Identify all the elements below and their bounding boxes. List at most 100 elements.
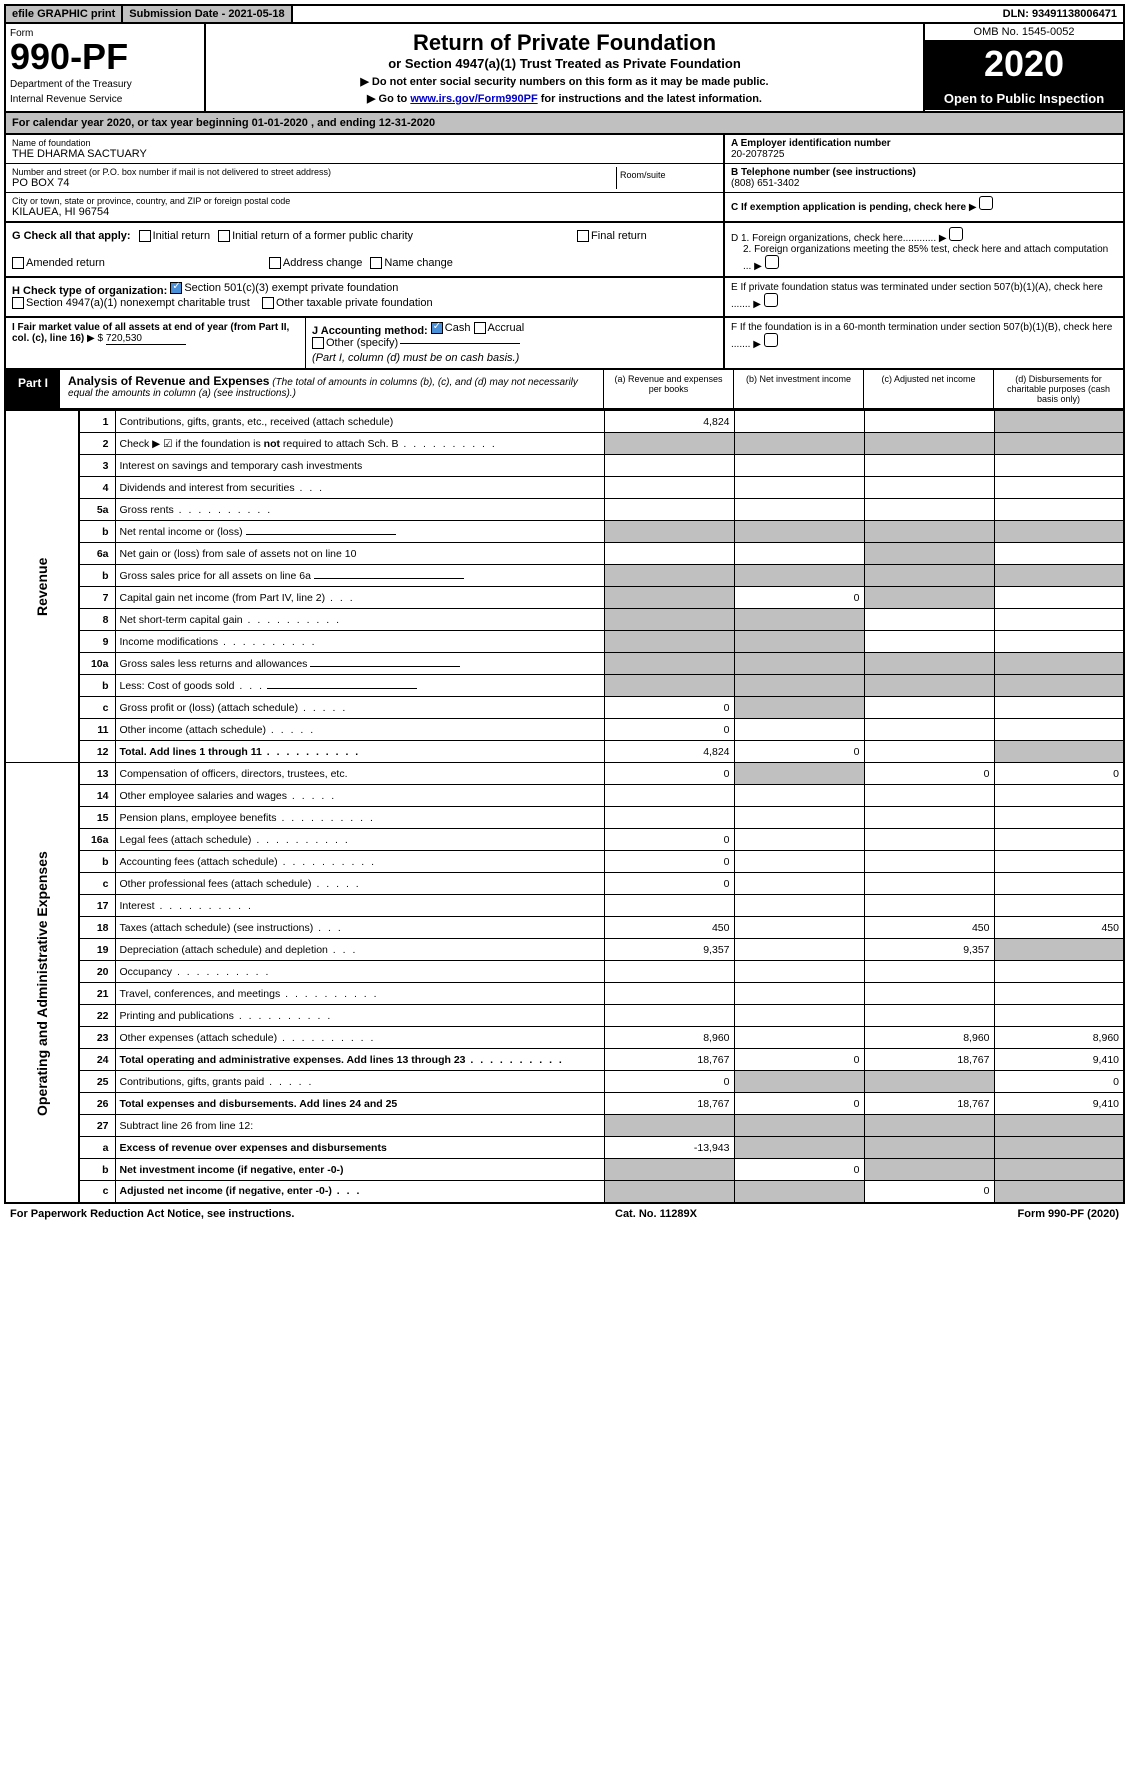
other-method-checkbox[interactable] [312,337,324,349]
cell-c [864,785,994,807]
row-desc: Net short-term capital gain [115,609,604,631]
omb-number: OMB No. 1545-0052 [925,24,1123,41]
cell-b [734,917,864,939]
cell-b [734,829,864,851]
cash-checkbox[interactable] [431,322,443,334]
cell-b [734,609,864,631]
initial-return-checkbox[interactable] [139,230,151,242]
cell-a [604,895,734,917]
exemption-checkbox[interactable] [979,196,993,210]
instr-link: ▶ Go to www.irs.gov/Form990PF for instru… [212,92,917,105]
efile-label[interactable]: efile GRAPHIC print [6,6,123,22]
cell-d [994,697,1124,719]
open-public: Open to Public Inspection [925,87,1123,110]
final-return-checkbox[interactable] [577,230,589,242]
row-number: 13 [79,763,115,785]
row-desc: Pension plans, employee benefits [115,807,604,829]
row-desc: Other employee salaries and wages [115,785,604,807]
cell-d: 8,960 [994,1027,1124,1049]
row-number: 1 [79,411,115,433]
cell-b [734,543,864,565]
cell-b [734,807,864,829]
irs-link[interactable]: www.irs.gov/Form990PF [410,93,537,105]
row-desc: Capital gain net income (from Part IV, l… [115,587,604,609]
g-label: G Check all that apply: [12,230,131,242]
row-desc: Interest on savings and temporary cash i… [115,455,604,477]
row-desc: Less: Cost of goods sold [115,675,604,697]
cell-c [864,961,994,983]
cell-a: 8,960 [604,1027,734,1049]
cell-c: 18,767 [864,1093,994,1115]
cell-d [994,653,1124,675]
cell-d [994,1115,1124,1137]
cell-b [734,1181,864,1203]
row-number: 16a [79,829,115,851]
cell-a: 0 [604,697,734,719]
cell-c [864,807,994,829]
row-desc: Compensation of officers, directors, tru… [115,763,604,785]
cell-a [604,609,734,631]
row-number: 19 [79,939,115,961]
cell-c [864,983,994,1005]
row-number: 24 [79,1049,115,1071]
row-number: 9 [79,631,115,653]
row-number: 11 [79,719,115,741]
f-checkbox[interactable] [764,333,778,347]
501c3-checkbox[interactable] [170,282,182,294]
row-number: 17 [79,895,115,917]
cell-d: 0 [994,1071,1124,1093]
cell-c [864,411,994,433]
cell-c [864,1159,994,1181]
row-number: b [79,521,115,543]
col-b: (b) Net investment income [733,370,863,408]
form-number: 990-PF [10,39,200,75]
cell-b [734,477,864,499]
row-desc: Gross rents [115,499,604,521]
cell-b [734,873,864,895]
ijf-section: I Fair market value of all assets at end… [4,318,1125,370]
cell-d [994,521,1124,543]
row-desc: Depreciation (attach schedule) and deple… [115,939,604,961]
amended-checkbox[interactable] [12,257,24,269]
cell-a [604,587,734,609]
d1-checkbox[interactable] [949,227,963,241]
cell-b [734,411,864,433]
row-number: b [79,675,115,697]
row-desc: Net gain or (loss) from sale of assets n… [115,543,604,565]
cell-c [864,477,994,499]
cell-c: 18,767 [864,1049,994,1071]
part1-tab: Part I [6,370,60,408]
cell-a [604,499,734,521]
cell-d [994,477,1124,499]
row-desc: Contributions, gifts, grants paid [115,1071,604,1093]
d2-checkbox[interactable] [765,255,779,269]
cell-b [734,521,864,543]
form-title: Return of Private Foundation [212,30,917,56]
e-label: E If private foundation status was termi… [731,282,1103,310]
name-change-checkbox[interactable] [370,257,382,269]
initial-former-checkbox[interactable] [218,230,230,242]
exemption-label: C If exemption application is pending, c… [731,202,966,213]
cell-a: 4,824 [604,741,734,763]
accrual-checkbox[interactable] [474,322,486,334]
cell-a: 9,357 [604,939,734,961]
cell-a: 18,767 [604,1093,734,1115]
row-desc: Subtract line 26 from line 12: [115,1115,604,1137]
row-desc: Income modifications [115,631,604,653]
row-desc: Check ▶ ☑ if the foundation is not requi… [115,433,604,455]
4947-checkbox[interactable] [12,297,24,309]
row-number: 21 [79,983,115,1005]
row-desc: Other professional fees (attach schedule… [115,873,604,895]
row-number: 5a [79,499,115,521]
row-number: 12 [79,741,115,763]
row-number: 26 [79,1093,115,1115]
name-label: Name of foundation [12,138,717,148]
part1-header: Part I Analysis of Revenue and Expenses … [4,370,1125,410]
cell-a: 0 [604,829,734,851]
phone-label: B Telephone number (see instructions) [731,167,916,178]
e-checkbox[interactable] [764,293,778,307]
address-change-checkbox[interactable] [269,257,281,269]
other-taxable-checkbox[interactable] [262,297,274,309]
submission-date: Submission Date - 2021-05-18 [123,6,292,22]
cell-d [994,411,1124,433]
